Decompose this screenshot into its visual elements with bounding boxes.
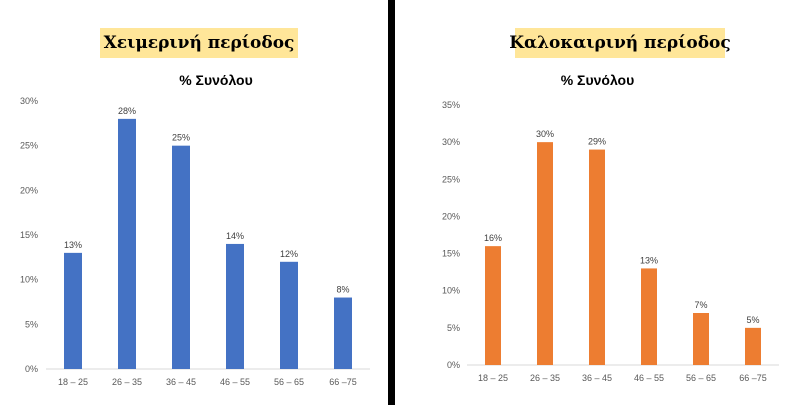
x-tick-label: 36 – 45 (582, 373, 612, 383)
y-tick-label: 25% (442, 174, 460, 184)
y-tick-label: 0% (447, 360, 460, 370)
y-tick-label: 10% (442, 286, 460, 296)
y-tick-label: 15% (442, 249, 460, 259)
x-tick-label: 18 – 25 (58, 377, 88, 387)
y-tick-label: 30% (442, 137, 460, 147)
x-tick-label: 18 – 25 (478, 373, 508, 383)
data-label: 12% (280, 249, 298, 259)
y-tick-label: 20% (442, 211, 460, 221)
data-label: 29% (588, 137, 606, 147)
y-tick-label: 10% (20, 275, 38, 285)
summer-bar-chart: 0% 5% 10% 15% 20% 25% 30% 35% 16% 18 – 25 30% 26 – … (442, 100, 779, 383)
winter-chart-banner: Χειμερινή περίοδος (100, 28, 298, 58)
bar (641, 268, 657, 365)
x-tick-label: 46 – 55 (220, 377, 250, 387)
bar (537, 142, 553, 365)
x-tick-label: 26 – 35 (112, 377, 142, 387)
x-tick-label: 56 – 65 (686, 373, 716, 383)
data-label: 14% (226, 231, 244, 241)
x-tick-label: 66 –75 (329, 377, 357, 387)
winter-chart-panel: Χειμερινή περίοδος % Συνόλου 0% 5% 10% 15% 2… (0, 0, 388, 405)
bar (64, 252, 82, 369)
bar (280, 261, 298, 369)
bar (172, 145, 190, 369)
y-tick-label: 35% (442, 100, 460, 110)
winter-bar-chart: 0% 5% 10% 15% 20% 25% 30% 13% 18 – 25 28% 26 – 35 2… (20, 96, 370, 387)
x-tick-label: 66 –75 (739, 373, 767, 383)
y-tick-label: 5% (25, 319, 38, 329)
data-label: 16% (484, 233, 502, 243)
winter-chart-title: % Συνόλου (179, 72, 253, 88)
data-label: 7% (694, 300, 707, 310)
bar (118, 118, 136, 369)
summer-chart-title: % Συνόλου (560, 72, 635, 88)
panel-divider (388, 0, 395, 405)
data-label: 13% (64, 240, 82, 250)
y-tick-label: 15% (20, 230, 38, 240)
data-label: 8% (336, 285, 349, 295)
x-tick-label: 36 – 45 (166, 377, 196, 387)
x-tick-label: 46 – 55 (634, 373, 664, 383)
data-label: 28% (118, 106, 136, 116)
data-label: 30% (536, 129, 554, 139)
x-tick-label: 26 – 35 (530, 373, 560, 383)
data-label: 25% (172, 133, 190, 143)
data-label: 13% (640, 255, 658, 265)
bar (589, 149, 605, 365)
summer-chart-panel: Καλοκαιρινή περίοδος % Συνόλου 0% 5% 10% 15… (395, 0, 800, 405)
summer-chart-banner: Καλοκαιρινή περίοδος (509, 28, 731, 58)
y-tick-label: 25% (20, 141, 38, 151)
data-label: 5% (746, 315, 759, 325)
y-tick-label: 5% (447, 323, 460, 333)
x-tick-label: 56 – 65 (274, 377, 304, 387)
y-tick-label: 0% (25, 364, 38, 374)
bar (693, 313, 709, 365)
bar (226, 243, 244, 369)
y-tick-label: 30% (20, 96, 38, 106)
bar (485, 246, 501, 365)
bar (334, 297, 352, 369)
y-tick-label: 20% (20, 185, 38, 195)
bar (745, 327, 761, 365)
